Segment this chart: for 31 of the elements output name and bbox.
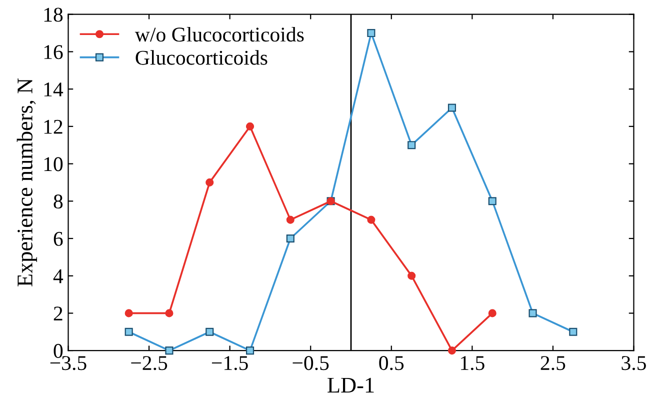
x-tick-label: −0.5 (292, 356, 329, 370)
y-tick-label: 2 (54, 306, 62, 320)
point (488, 309, 496, 318)
x-tick-label: 1.5 (460, 356, 484, 370)
x-tick-label: −3.5 (50, 356, 86, 370)
y-tick-label: 4 (53, 269, 64, 284)
y-tick-label: 18 (44, 8, 63, 22)
legend-label: w/o Glucocorticoids (134, 26, 304, 42)
point (165, 309, 174, 318)
y-tick-label: 14 (44, 82, 64, 96)
point (286, 216, 294, 224)
y-tick-label: 8 (54, 194, 63, 209)
y-axis-title: Experience numbers, N (16, 78, 37, 286)
x-tick-label: 3.5 (622, 356, 646, 370)
x-tick-label: 2.5 (540, 356, 566, 370)
x-tick-label: −2.5 (131, 356, 168, 370)
point (124, 309, 133, 318)
point (408, 272, 416, 280)
y-tick-label: 6 (54, 232, 63, 246)
x-tick-label: 0.5 (379, 356, 404, 370)
y-tick-label: 12 (44, 120, 62, 134)
point (367, 216, 376, 224)
y-tick-label: 16 (44, 45, 63, 60)
point (206, 178, 214, 186)
x-axis-title: LD-1 (328, 378, 374, 393)
y-tick-label: 10 (44, 157, 63, 172)
point (448, 346, 456, 355)
point (246, 122, 254, 130)
x-tick-label: −1.5 (212, 356, 248, 370)
y-tick-label: 0 (54, 344, 63, 358)
legend-label: Glucocorticoids (136, 50, 268, 65)
